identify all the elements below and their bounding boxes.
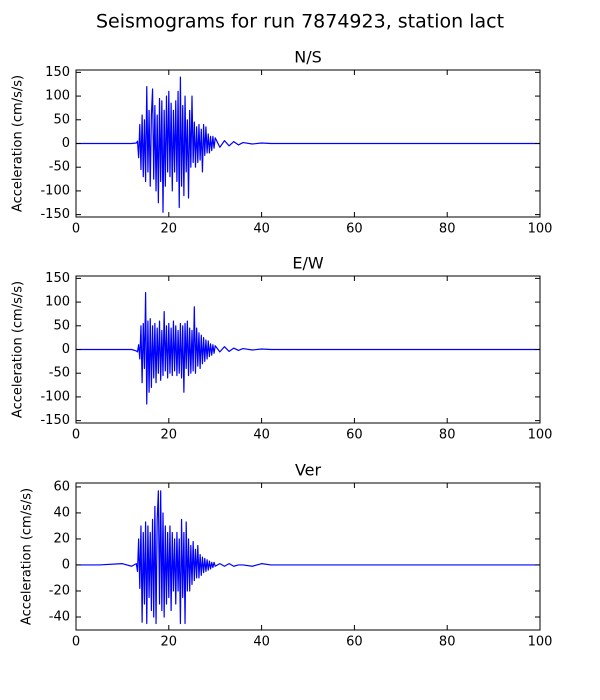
panel-title: N/S: [294, 48, 322, 67]
y-tick-label: 0: [62, 342, 70, 357]
y-tick-label: -40: [49, 609, 70, 624]
y-axis-label: Acceleration (cm/s/s): [11, 281, 26, 418]
y-tick-label: 150: [45, 65, 70, 80]
x-tick-label: 20: [161, 222, 178, 237]
y-axis-label: Acceleration (cm/s/s): [11, 75, 26, 212]
plot-frame: [75, 275, 541, 424]
y-tick-label: -150: [40, 413, 70, 428]
y-tick-label: 100: [45, 89, 70, 104]
y-tick-label: 20: [53, 531, 70, 546]
y-tick-label: -20: [49, 583, 70, 598]
y-tick-label: 50: [53, 318, 70, 333]
plot-frame: [75, 69, 541, 218]
x-tick-label: 40: [253, 222, 270, 237]
x-tick-label: 0: [72, 222, 80, 237]
y-tick-label: 100: [45, 295, 70, 310]
figure-title: Seismograms for run 7874923, station lac…: [96, 11, 504, 33]
y-axis-label: Acceleration (cm/s/s): [20, 488, 35, 625]
x-tick-label: 0: [72, 635, 80, 650]
x-tick-label: 100: [528, 222, 553, 237]
x-tick-label: 60: [346, 635, 363, 650]
y-tick-label: -100: [40, 389, 70, 404]
y-tick-label: 0: [62, 136, 70, 151]
panel-title: Ver: [295, 461, 322, 480]
x-tick-label: 80: [439, 222, 456, 237]
x-tick-label: 80: [439, 428, 456, 443]
x-tick-label: 60: [346, 428, 363, 443]
waveform: [76, 490, 540, 625]
y-tick-label: 150: [45, 271, 70, 286]
x-tick-label: 60: [346, 222, 363, 237]
y-tick-label: -150: [40, 207, 70, 222]
panel-title: E/W: [292, 254, 324, 273]
x-tick-label: 40: [253, 635, 270, 650]
plot-frame: [75, 482, 541, 631]
x-tick-label: 20: [161, 635, 178, 650]
waveform: [76, 76, 540, 213]
y-tick-label: 0: [62, 557, 70, 572]
y-tick-label: -50: [49, 160, 70, 175]
waveform: [76, 292, 540, 405]
x-tick-label: 100: [528, 635, 553, 650]
y-tick-label: -50: [49, 366, 70, 381]
y-tick-label: -100: [40, 183, 70, 198]
y-tick-label: 40: [53, 505, 70, 520]
x-tick-label: 0: [72, 428, 80, 443]
x-tick-label: 40: [253, 428, 270, 443]
x-tick-label: 100: [528, 428, 553, 443]
y-tick-label: 50: [53, 112, 70, 127]
x-tick-label: 80: [439, 635, 456, 650]
y-tick-label: 60: [53, 479, 70, 494]
x-tick-label: 20: [161, 428, 178, 443]
